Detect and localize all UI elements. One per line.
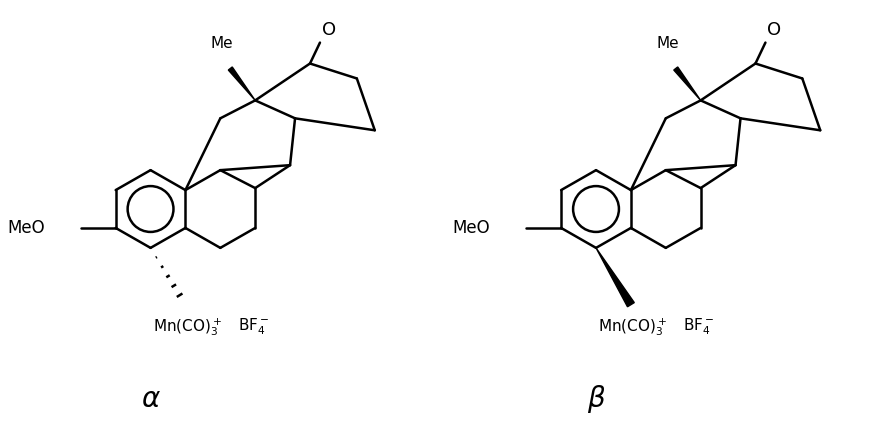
Text: $\mathrm{Mn(CO)_3^+}$: $\mathrm{Mn(CO)_3^+}$ — [598, 317, 668, 338]
Polygon shape — [596, 248, 635, 307]
Text: MeO: MeO — [453, 219, 490, 237]
Polygon shape — [229, 67, 255, 101]
Text: O: O — [322, 20, 336, 39]
Text: Me: Me — [657, 35, 679, 51]
Text: $\mathrm{BF_4^-}$: $\mathrm{BF_4^-}$ — [683, 317, 715, 337]
Text: O: O — [767, 20, 781, 39]
Text: α: α — [142, 386, 159, 413]
Text: $\mathrm{Mn(CO)_3^+}$: $\mathrm{Mn(CO)_3^+}$ — [153, 317, 222, 338]
Text: MeO: MeO — [7, 219, 44, 237]
Text: β: β — [587, 386, 605, 413]
Text: Me: Me — [211, 35, 233, 51]
Text: $\mathrm{BF_4^-}$: $\mathrm{BF_4^-}$ — [238, 317, 269, 337]
Polygon shape — [674, 67, 700, 101]
